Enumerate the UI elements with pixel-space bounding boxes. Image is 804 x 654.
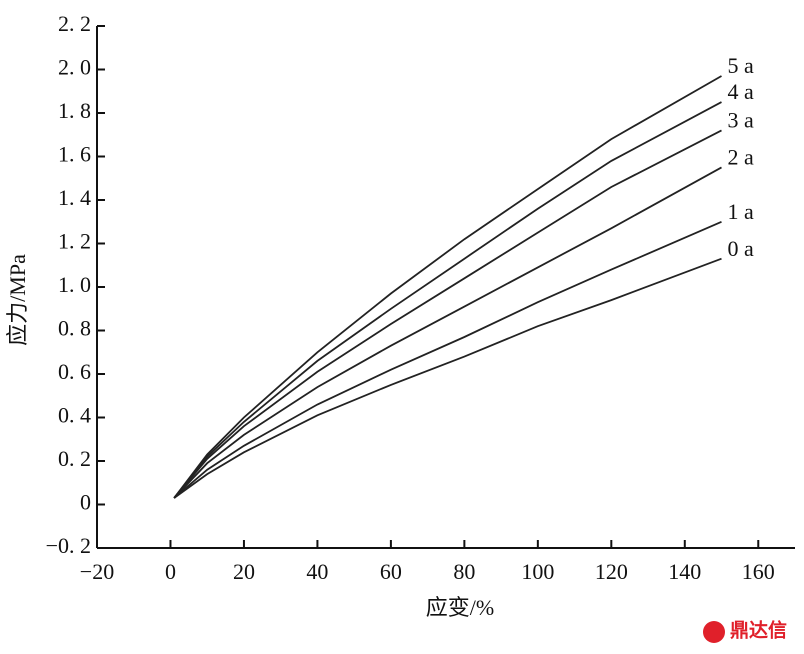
series-line (173, 75, 722, 499)
x-tick-label: 40 (306, 559, 328, 584)
series-label: 1 a (728, 199, 755, 224)
y-tick-label: 0. 6 (58, 359, 91, 384)
y-tick-label: 1. 6 (58, 142, 91, 167)
x-axis-label: 应变/% (426, 595, 494, 620)
logo-icon (703, 621, 725, 643)
series-line (173, 101, 722, 499)
x-tick-label: 20 (233, 559, 255, 584)
y-tick-label: −0. 2 (46, 533, 91, 558)
y-tick-label: 0. 4 (58, 403, 91, 428)
x-tick-label: 120 (595, 559, 628, 584)
series-line (173, 166, 722, 499)
y-tick-label: 1. 0 (58, 272, 91, 297)
series-label: 2 a (728, 144, 755, 169)
x-tick-label: 80 (453, 559, 475, 584)
y-tick-label: 0. 8 (58, 316, 91, 341)
x-tick-label: 140 (668, 559, 701, 584)
y-tick-label: 0. 2 (58, 446, 91, 471)
y-tick-label: 2. 0 (58, 55, 91, 80)
series-label: 3 a (728, 107, 755, 132)
y-tick-label: 0 (80, 490, 91, 515)
series-label: 5 a (728, 53, 755, 78)
y-axis-label: 应力/MPa (5, 254, 30, 346)
series-label: 0 a (728, 236, 755, 261)
series-line (173, 220, 722, 499)
y-tick-label: 1. 2 (58, 229, 91, 254)
x-tick-label: 160 (742, 559, 775, 584)
y-tick-label: 2. 2 (58, 11, 91, 36)
y-tick-label: 1. 4 (58, 185, 91, 210)
series-label: 4 a (728, 79, 755, 104)
series-line (173, 257, 722, 499)
y-tick-label: 1. 8 (58, 98, 91, 123)
x-tick-label: 100 (521, 559, 554, 584)
x-tick-label: 60 (380, 559, 402, 584)
x-tick-label: −20 (80, 559, 114, 584)
x-tick-label: 0 (165, 559, 176, 584)
series-line (173, 129, 722, 499)
watermark: 鼎达信 (730, 618, 787, 641)
